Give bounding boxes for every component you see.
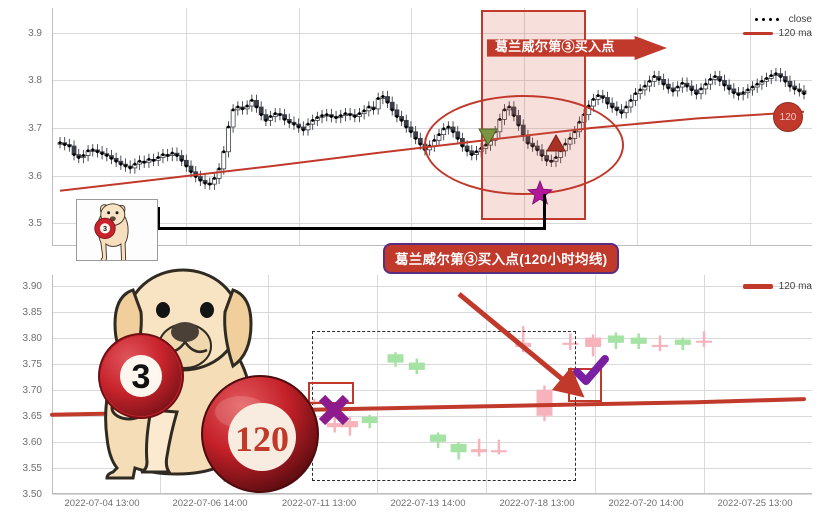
focus-region-box: [312, 331, 576, 481]
top-gridline: [186, 8, 187, 246]
top-ytick-3: 3.6: [28, 171, 42, 182]
bottom-ytick-8: 3.50: [22, 489, 42, 500]
bottom-gridline: [52, 416, 812, 417]
solid-line-icon: [742, 31, 773, 35]
ma-endpoint-label: 120: [779, 111, 797, 123]
bottom-gridline: [704, 275, 705, 494]
dog-thumbnail-box: 3: [76, 199, 158, 261]
bottom-legend: 120 ma: [700, 279, 812, 293]
bottom-gridline: [52, 364, 812, 365]
legend-label-ma: 120 ma: [778, 280, 812, 292]
bottom-xtick-0: 2022-07-04 13:00: [64, 498, 140, 509]
top-ytick-0: 3.9: [28, 28, 42, 39]
dog-illustration: 3 120: [98, 268, 319, 493]
ball-120-label: 120: [235, 419, 289, 459]
top-chart-panel: 3.9 3.8 3.7 3.6 3.5: [0, 0, 822, 261]
top-gridline: [637, 8, 638, 246]
bottom-gridline: [377, 275, 378, 494]
top-gridline: [750, 8, 751, 246]
top-gridline: [52, 223, 812, 224]
bottom-gridline: [52, 286, 812, 287]
top-legend: close 120 ma: [700, 12, 812, 40]
top-gridline: [52, 33, 812, 34]
bottom-gridline: [52, 494, 812, 495]
bottom-ytick-1: 3.85: [22, 307, 42, 318]
sell-triangle-down-icon: [478, 128, 498, 147]
pattern-ellipse: [424, 95, 624, 195]
buy-point-callout: 葛兰威尔第③买入点(120小时均线): [383, 243, 620, 274]
callout-arrow-icon: [457, 292, 585, 398]
bottom-xtick-3: 2022-07-13 14:00: [390, 498, 466, 509]
bottom-gridline: [52, 338, 812, 339]
bottom-xtick-1: 2022-07-06 14:00: [172, 498, 248, 509]
bottom-ytick-7: 3.55: [22, 463, 42, 474]
legend-label-ma: 120 ma: [778, 27, 812, 39]
bottom-ytick-2: 3.80: [22, 333, 42, 344]
legend-entry-ma: 120 ma: [700, 26, 812, 40]
legend-entry-close: close: [700, 12, 812, 26]
legend-label-close: close: [788, 13, 812, 25]
bottom-gridline: [486, 275, 487, 494]
buy-triangle-up-icon: [546, 133, 566, 152]
bottom-xtick-5: 2022-07-20 14:00: [608, 498, 684, 509]
top-ytick-1: 3.8: [28, 75, 42, 86]
bottom-plot-frame: [52, 275, 812, 494]
bottom-gridline: [52, 468, 812, 469]
bottom-xtick-6: 2022-07-25 13:00: [717, 498, 793, 509]
bottom-xtick-2: 2022-07-11 13:00: [281, 498, 357, 509]
ma-endpoint-tag: 120: [773, 102, 803, 132]
callout-connector-horizontal: [157, 227, 546, 230]
solid-line-icon: [742, 283, 773, 289]
top-gridline: [52, 80, 812, 81]
legend-entry-ma: 120 ma: [700, 279, 812, 293]
bottom-gridline: [595, 275, 596, 494]
dog-thumbnail-image: 3: [94, 203, 129, 260]
top-ytick-4: 3.5: [28, 218, 42, 229]
buy-point-banner: 葛兰威尔第③买入点: [487, 36, 667, 60]
buy-point-banner-label: 葛兰威尔第③买入点: [495, 39, 615, 54]
top-ytick-2: 3.7: [28, 123, 42, 134]
ball-3-label: 3: [132, 358, 151, 396]
bottom-gridline: [52, 390, 812, 391]
top-gridline: [52, 176, 812, 177]
false-signal-x-icon: [318, 394, 350, 426]
entry-star-icon: [526, 179, 554, 205]
bottom-ytick-6: 3.60: [22, 437, 42, 448]
bottom-ytick-0: 3.90: [22, 281, 42, 292]
bottom-gridline: [52, 442, 812, 443]
bottom-ytick-3: 3.75: [22, 359, 42, 370]
callout-connector-vertical: [543, 194, 546, 230]
callout-connector-stub: [157, 207, 160, 230]
buy-point-callout-label: 葛兰威尔第③买入点(120小时均线): [395, 252, 608, 267]
svg-text:3: 3: [103, 224, 107, 233]
bottom-gridline: [52, 312, 812, 313]
dotted-line-icon: [752, 17, 783, 21]
bottom-xtick-4: 2022-07-18 13:00: [499, 498, 575, 509]
bottom-ytick-4: 3.70: [22, 385, 42, 396]
bottom-chart-panel: 3.90 3.85 3.80 3.75 3.70 3.65 3.60 3.55 …: [0, 265, 822, 520]
bottom-ytick-5: 3.65: [22, 411, 42, 422]
